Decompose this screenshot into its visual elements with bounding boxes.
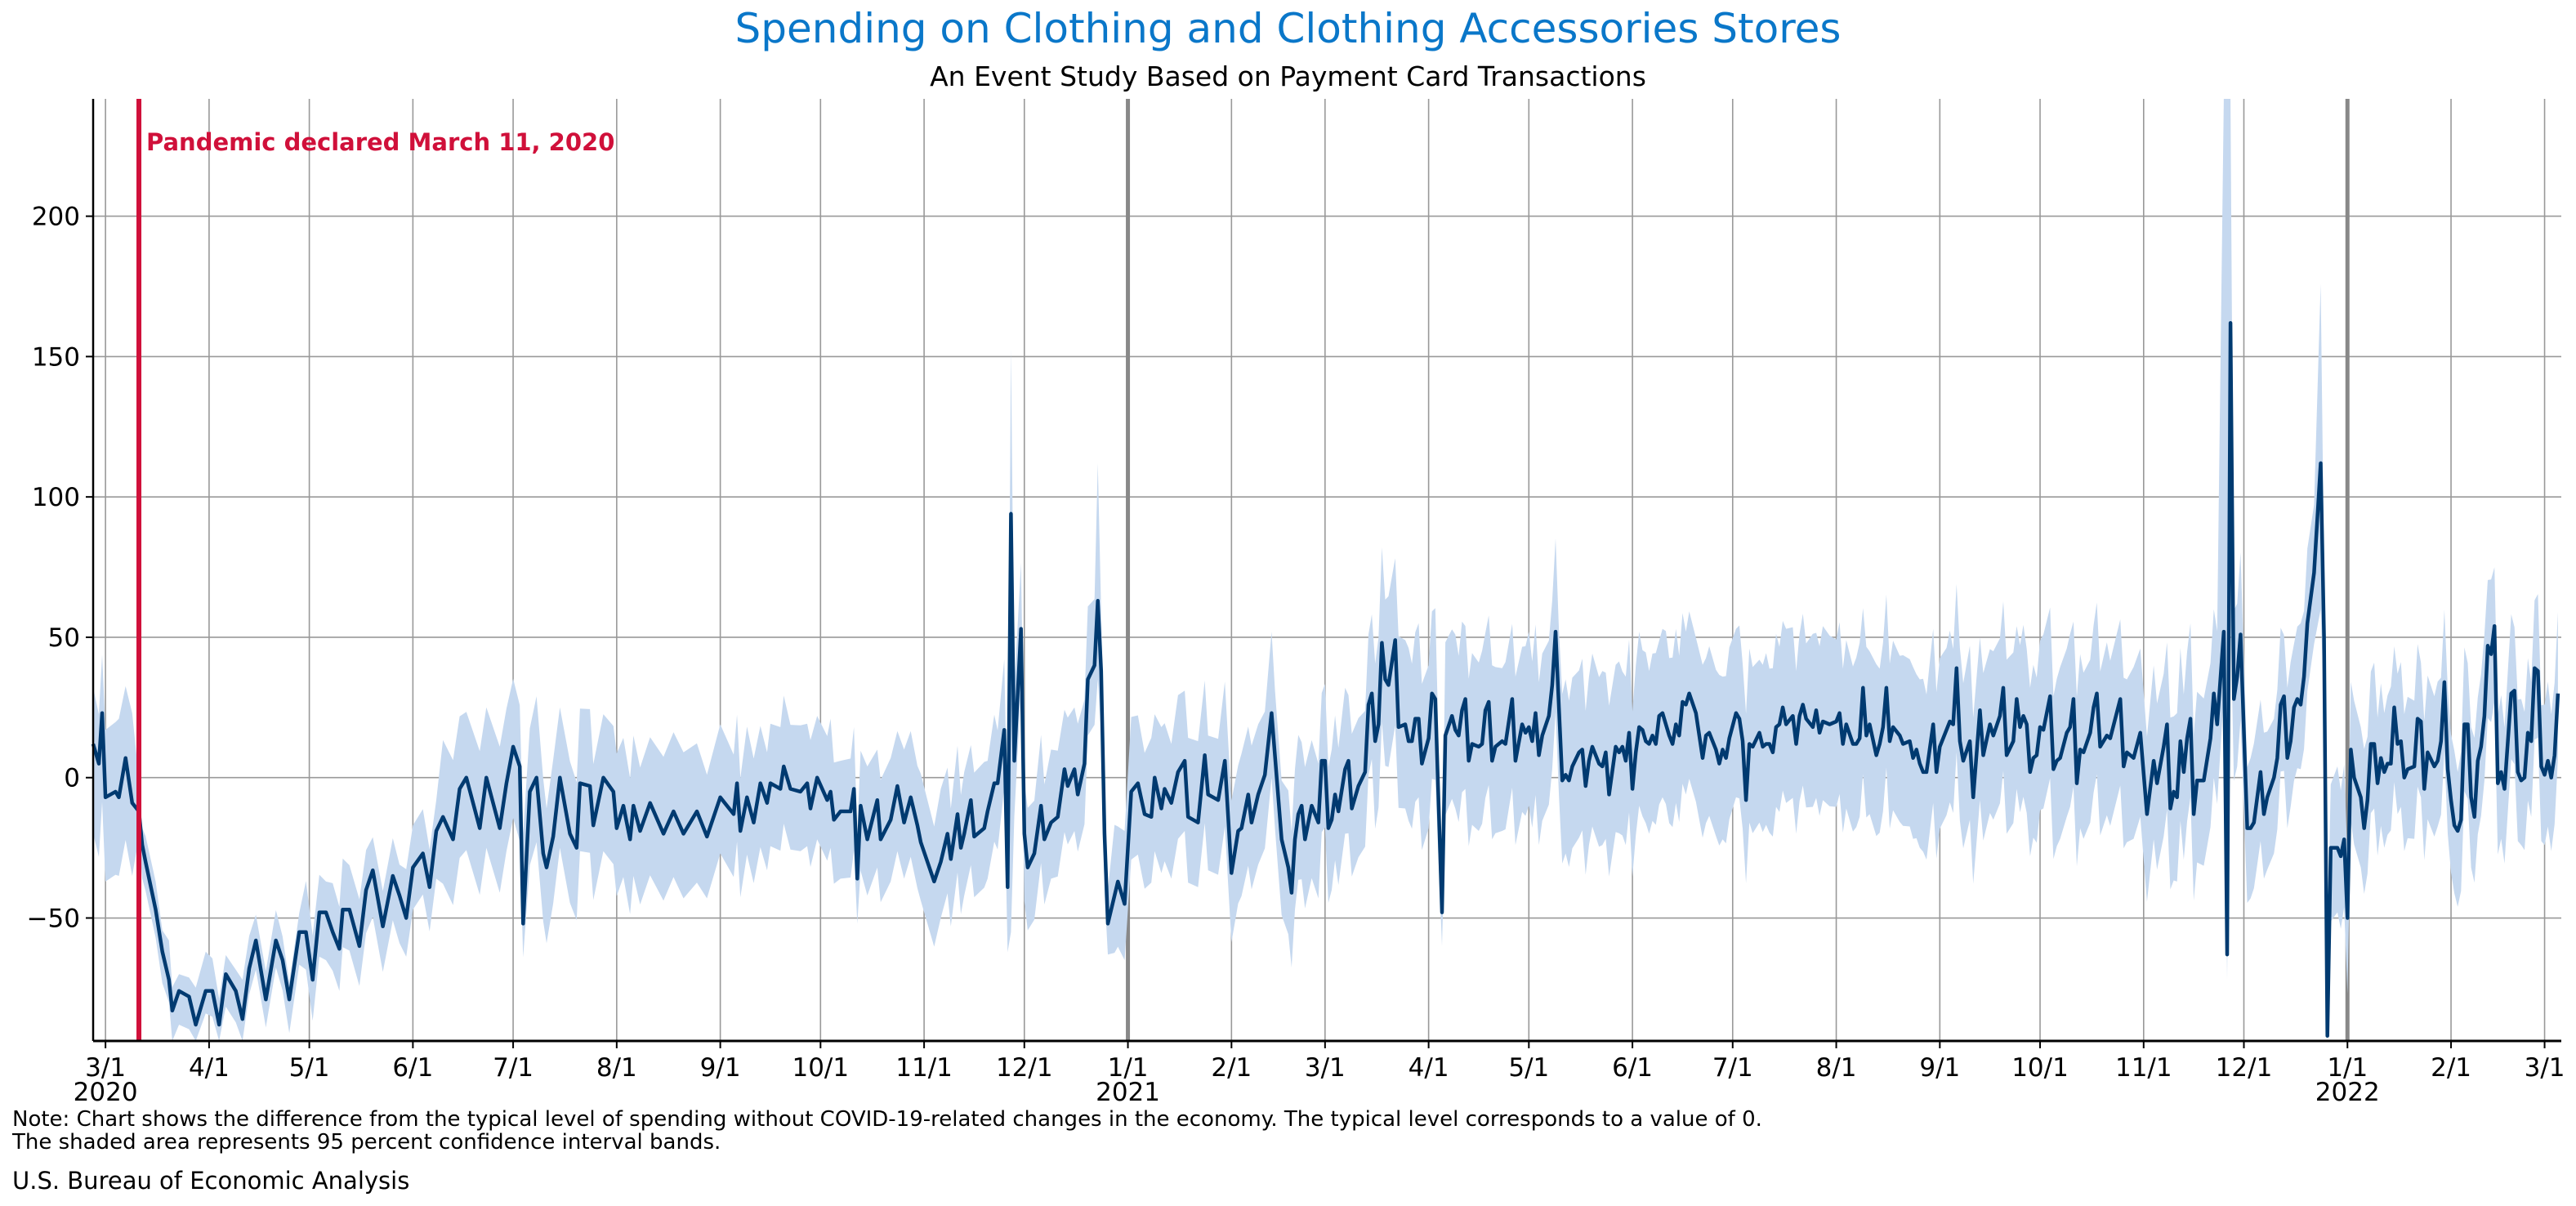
x-tick-label: 11/1 xyxy=(895,1053,953,1083)
x-tick-label: 4/1 xyxy=(189,1053,230,1083)
x-tick-label: 7/1 xyxy=(493,1053,534,1083)
note-line-2: The shaded area represents 95 percent co… xyxy=(12,1130,721,1155)
x-tick-label: 2/1 xyxy=(2431,1053,2471,1083)
x-tick-label: 8/1 xyxy=(596,1053,637,1083)
x-year-label: 2020 xyxy=(74,1078,138,1107)
note-line-1: Note: Chart shows the difference from th… xyxy=(12,1107,1762,1132)
confidence-band-layer xyxy=(93,99,2558,1041)
x-tick-label: 6/1 xyxy=(1612,1053,1653,1083)
chart-note: Note: Chart shows the difference from th… xyxy=(12,1108,1762,1154)
x-tick-label: 5/1 xyxy=(1508,1053,1549,1083)
x-tick-label: 3/1 xyxy=(2525,1053,2565,1083)
x-tick-label: 9/1 xyxy=(700,1053,741,1083)
axes xyxy=(86,99,2561,1048)
x-tick-label: 1/1 xyxy=(1108,1053,1149,1083)
x-tick-label: 5/1 xyxy=(289,1053,330,1083)
x-tick-label: 9/1 xyxy=(1919,1053,1960,1083)
x-tick-label: 2/1 xyxy=(1211,1053,1252,1083)
x-year-label: 2022 xyxy=(2315,1078,2380,1107)
grid-lines xyxy=(93,99,2561,1041)
y-tick-label: 200 xyxy=(32,203,80,232)
x-year-label: 2021 xyxy=(1096,1078,1160,1107)
x-tick-label: 1/1 xyxy=(2327,1053,2368,1083)
x-tick-label: 4/1 xyxy=(1409,1053,1449,1083)
x-tick-label: 3/1 xyxy=(85,1053,126,1083)
confidence-interval-band xyxy=(93,99,2558,1041)
y-tick-label: 50 xyxy=(48,623,80,653)
x-tick-label: 7/1 xyxy=(1712,1053,1753,1083)
source-credit: U.S. Bureau of Economic Analysis xyxy=(12,1167,410,1195)
pandemic-annotation-label: Pandemic declared March 11, 2020 xyxy=(146,128,614,156)
y-tick-label: 150 xyxy=(32,342,80,372)
y-tick-label: 100 xyxy=(32,483,80,512)
chart-subtitle: An Event Study Based on Payment Card Tra… xyxy=(930,60,1646,92)
x-tick-label: 12/1 xyxy=(2216,1053,2273,1083)
x-tick-label: 12/1 xyxy=(996,1053,1053,1083)
x-tick-label: 6/1 xyxy=(392,1053,433,1083)
x-tick-label: 10/1 xyxy=(2011,1053,2069,1083)
chart-title: Spending on Clothing and Clothing Access… xyxy=(734,5,1842,52)
y-tick-label: 0 xyxy=(64,764,80,793)
x-tick-label: 10/1 xyxy=(792,1053,849,1083)
series-line-layer xyxy=(91,320,2560,1038)
x-tick-label: 11/1 xyxy=(2115,1053,2172,1083)
y-tick-label: −50 xyxy=(27,904,80,934)
x-tick-label: 8/1 xyxy=(1816,1053,1857,1083)
x-tick-label: 3/1 xyxy=(1305,1053,1346,1083)
